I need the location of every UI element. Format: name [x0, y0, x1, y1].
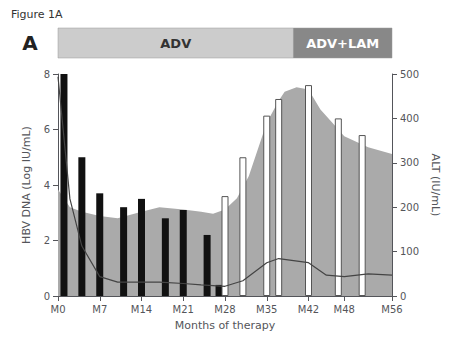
svg-text:0: 0 [44, 291, 50, 302]
svg-text:M14: M14 [131, 304, 152, 315]
svg-text:ADV: ADV [160, 36, 191, 51]
svg-text:300: 300 [400, 157, 419, 168]
svg-text:ADV+LAM: ADV+LAM [306, 36, 379, 51]
svg-text:8: 8 [44, 69, 50, 80]
svg-text:M42: M42 [298, 304, 319, 315]
svg-text:200: 200 [400, 202, 419, 213]
svg-text:0: 0 [400, 291, 406, 302]
svg-text:6: 6 [44, 124, 50, 135]
svg-text:2: 2 [44, 235, 50, 246]
svg-text:M35: M35 [256, 304, 277, 315]
svg-text:400: 400 [400, 113, 419, 124]
svg-text:M56: M56 [381, 304, 402, 315]
svg-text:A: A [22, 31, 38, 55]
svg-text:500: 500 [400, 69, 419, 80]
svg-text:4: 4 [44, 180, 50, 191]
svg-text:ALT (IU/mL): ALT (IU/mL) [429, 154, 442, 217]
svg-text:M48: M48 [334, 304, 355, 315]
svg-text:100: 100 [400, 246, 419, 257]
svg-text:HBV DNA (Log IU/mL): HBV DNA (Log IU/mL) [20, 126, 33, 244]
svg-text:M7: M7 [92, 304, 107, 315]
svg-text:Figure 1A: Figure 1A [11, 8, 63, 21]
svg-text:M0: M0 [51, 304, 66, 315]
svg-text:M21: M21 [173, 304, 194, 315]
svg-text:Months of therapy: Months of therapy [175, 319, 276, 332]
svg-text:M28: M28 [214, 304, 235, 315]
